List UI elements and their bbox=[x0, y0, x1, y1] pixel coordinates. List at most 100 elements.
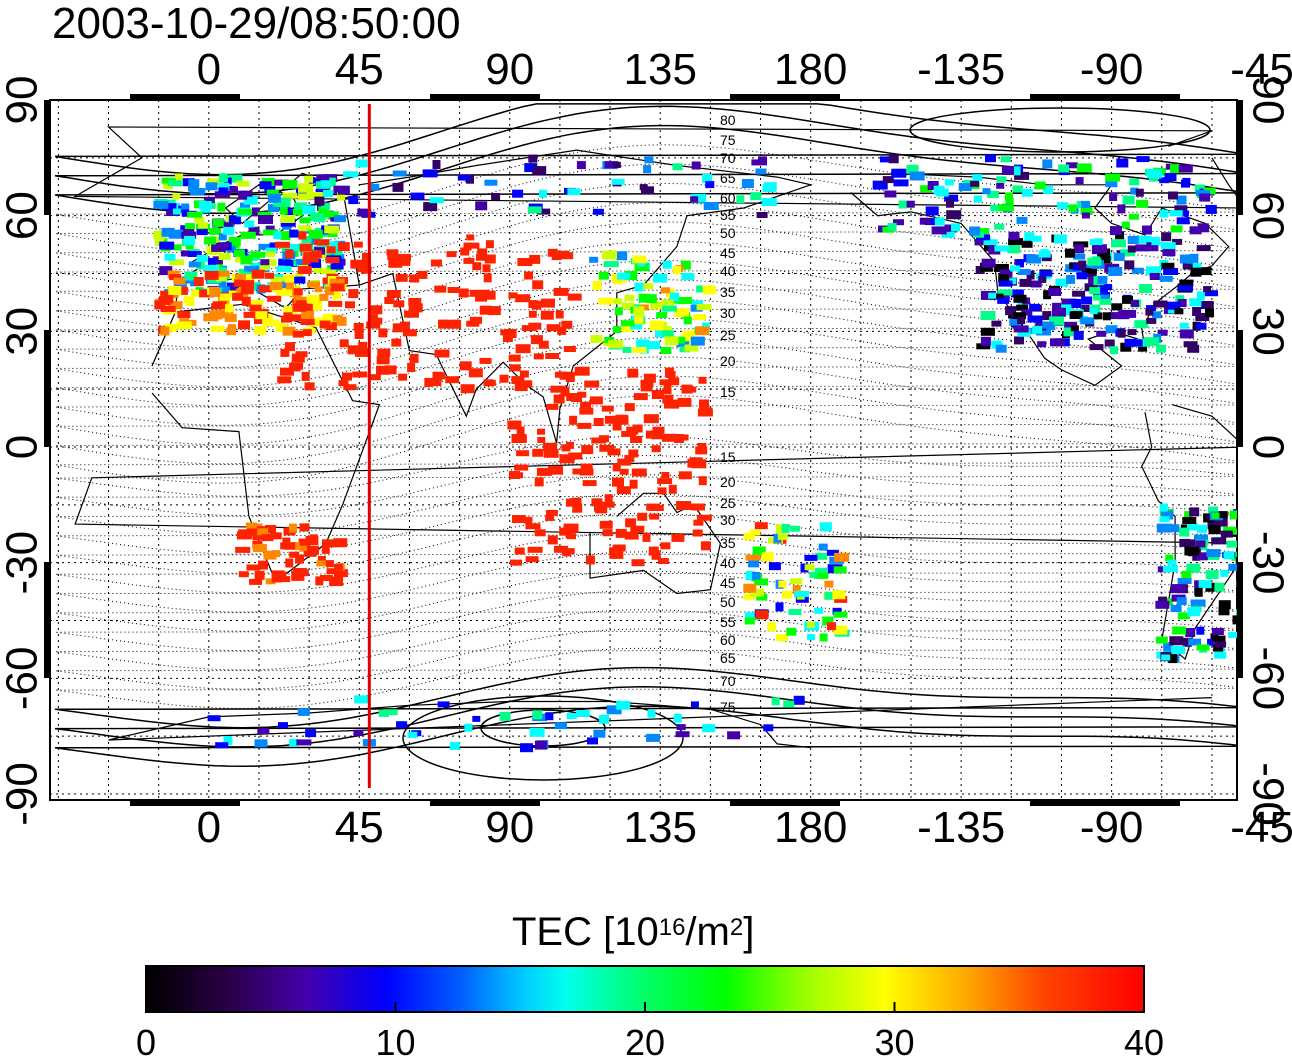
tec-point bbox=[554, 545, 568, 553]
tec-point bbox=[172, 193, 181, 200]
tec-point bbox=[264, 314, 273, 321]
tec-point bbox=[348, 289, 359, 299]
tec-point bbox=[314, 286, 323, 293]
tec-point bbox=[216, 272, 227, 282]
tec-point bbox=[994, 245, 1010, 252]
tec-point bbox=[184, 235, 195, 245]
tec-point bbox=[702, 285, 716, 295]
border-bar bbox=[1237, 562, 1243, 678]
tec-point bbox=[643, 373, 656, 383]
tec-point bbox=[1196, 552, 1208, 561]
tec-point bbox=[1117, 204, 1126, 214]
tec-point bbox=[1081, 200, 1091, 208]
tec-point bbox=[255, 311, 268, 320]
tec-point bbox=[589, 396, 603, 405]
tec-point bbox=[681, 335, 691, 343]
tec-point bbox=[207, 257, 216, 266]
tec-point bbox=[1087, 257, 1102, 266]
tec-point bbox=[990, 204, 1000, 212]
tec-point bbox=[505, 329, 517, 338]
tec-point bbox=[1223, 551, 1235, 560]
tec-point bbox=[1041, 254, 1052, 262]
tec-point bbox=[392, 182, 404, 192]
tec-point bbox=[1179, 279, 1194, 287]
tec-point bbox=[181, 250, 191, 257]
tec-point bbox=[214, 191, 230, 198]
tec-point bbox=[1180, 524, 1193, 531]
tec-point bbox=[972, 174, 983, 182]
tec-point bbox=[634, 282, 644, 292]
tec-point bbox=[616, 486, 631, 495]
tec-point bbox=[1236, 609, 1237, 619]
tec-point bbox=[258, 560, 268, 570]
contour-label: 35 bbox=[720, 284, 736, 300]
tec-point bbox=[1165, 554, 1174, 562]
tec-point bbox=[249, 578, 263, 585]
tec-point bbox=[1218, 606, 1230, 616]
tec-point bbox=[243, 311, 258, 318]
tec-point bbox=[1157, 566, 1167, 573]
tec-point bbox=[606, 705, 622, 715]
tec-point bbox=[698, 376, 707, 384]
tec-point bbox=[251, 207, 260, 217]
tec-point bbox=[354, 695, 369, 704]
tec-point bbox=[176, 321, 192, 330]
tec-point bbox=[207, 715, 221, 722]
contour-label: 60 bbox=[720, 190, 736, 206]
tec-point bbox=[1122, 195, 1135, 205]
tec-point bbox=[408, 303, 423, 313]
tec-point bbox=[661, 299, 674, 306]
tec-point bbox=[303, 255, 319, 263]
tec-point bbox=[297, 266, 312, 274]
tec-point bbox=[676, 336, 686, 344]
tec-point bbox=[1159, 516, 1170, 523]
tec-point bbox=[1017, 328, 1031, 337]
tec-point bbox=[291, 353, 305, 363]
tec-point bbox=[280, 348, 290, 357]
tec-point bbox=[301, 310, 315, 320]
tec-point bbox=[1163, 268, 1179, 275]
tec-point bbox=[1105, 179, 1118, 188]
lon-tick-label: -45 bbox=[1230, 45, 1292, 94]
lon-ticks-top: 0 45 90 135 180 -135 -90 -45 bbox=[197, 45, 1292, 94]
tec-point bbox=[1196, 626, 1205, 635]
tec-point bbox=[598, 297, 614, 305]
tec-point bbox=[927, 181, 939, 190]
tec-point bbox=[1076, 272, 1088, 280]
tec-point bbox=[258, 243, 274, 250]
tec-point bbox=[608, 340, 624, 349]
tec-point bbox=[1007, 245, 1021, 254]
tec-point bbox=[485, 379, 496, 386]
tec-point bbox=[1194, 587, 1203, 597]
tec-point bbox=[466, 242, 480, 249]
tec-point bbox=[613, 277, 623, 285]
tec-point bbox=[1188, 638, 1202, 646]
tec-point bbox=[1064, 321, 1078, 331]
tec-point bbox=[376, 356, 390, 365]
tec-point bbox=[644, 156, 654, 164]
tec-point bbox=[790, 525, 801, 532]
tec-point bbox=[589, 256, 599, 263]
tec-point bbox=[1211, 628, 1224, 635]
tec-point bbox=[330, 263, 344, 270]
tec-point bbox=[674, 434, 689, 441]
tec-point bbox=[274, 241, 290, 248]
tec-point bbox=[273, 231, 282, 240]
tec-point bbox=[888, 154, 899, 164]
tec-point bbox=[291, 276, 306, 284]
tec-point bbox=[1010, 265, 1020, 272]
tec-point bbox=[316, 174, 330, 181]
tec-point bbox=[376, 365, 390, 375]
tec-point bbox=[294, 202, 307, 212]
tec-point bbox=[323, 189, 333, 197]
tec-point bbox=[563, 346, 576, 352]
tec-point bbox=[251, 269, 265, 279]
tec-point bbox=[1157, 329, 1168, 336]
tec-point bbox=[590, 335, 603, 343]
tec-point bbox=[1149, 273, 1160, 280]
tec-point bbox=[974, 239, 984, 246]
tec-point bbox=[815, 552, 827, 560]
lat-tick-label: 0 bbox=[0, 435, 47, 459]
tec-point bbox=[254, 315, 267, 324]
lon-tick-label: 0 bbox=[197, 803, 221, 852]
